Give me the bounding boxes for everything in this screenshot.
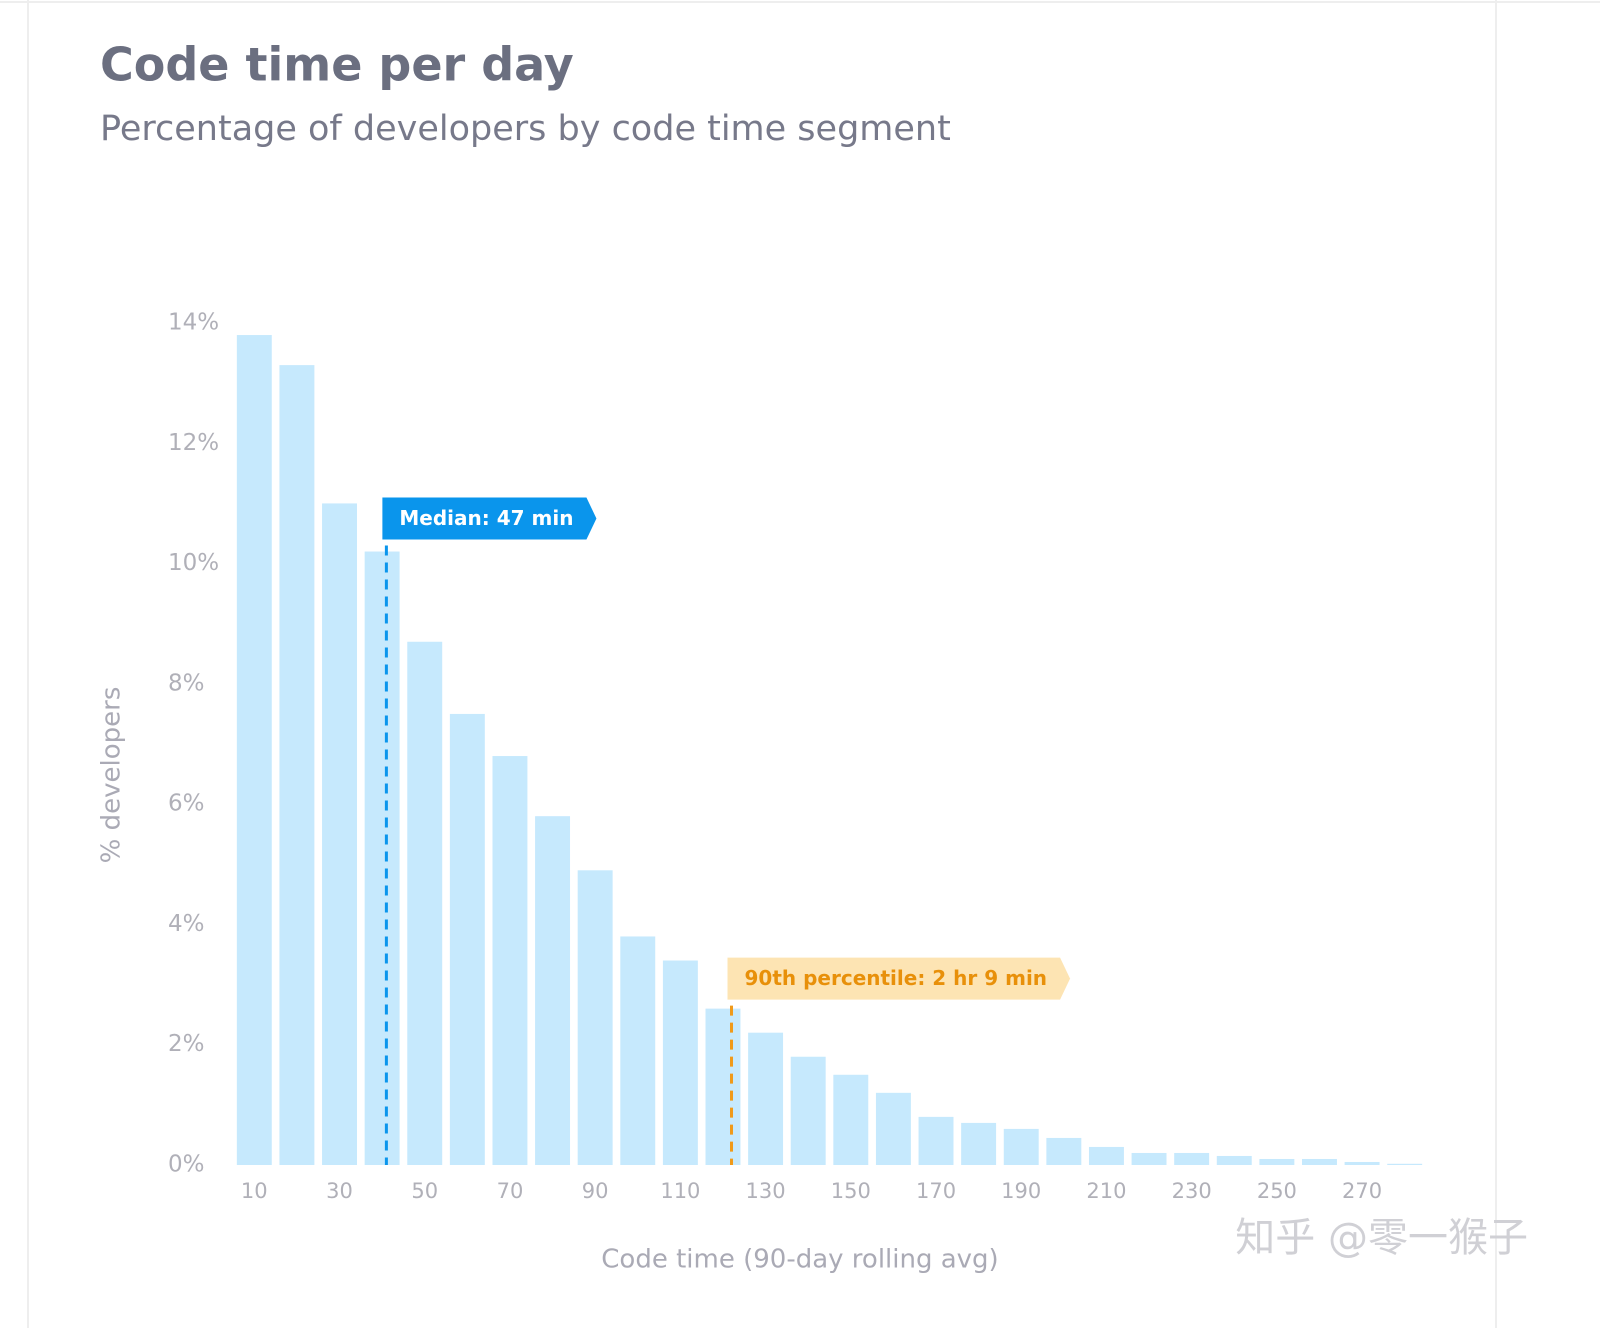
bar [279,365,315,1166]
bar [875,1092,911,1165]
bar [748,1032,784,1165]
chart-title: Code time per day [100,38,574,92]
annotation-box [382,497,597,540]
x-tick-label: 30 [326,1179,353,1203]
bar [705,1008,741,1165]
bar [1302,1158,1337,1165]
watermark: 知乎 @零一猴子 [1235,1215,1528,1261]
y-tick-label: 6% [168,791,205,817]
y-tick-label: 14% [168,310,219,336]
bar [236,335,272,1165]
x-tick-label: 50 [411,1179,438,1203]
x-tick-label: 170 [916,1179,956,1203]
x-tick-label: 10 [241,1179,268,1203]
y-tick-label: 4% [168,911,205,937]
y-tick-label: 10% [168,550,219,576]
bar [620,936,656,1165]
annotation-label: 90th percentile: 2 hr 9 min [745,966,1048,990]
annotation-box [727,957,1071,1000]
y-tick-label: 8% [168,670,205,696]
bar [790,1056,826,1165]
x-tick-label: 250 [1257,1179,1297,1203]
bar [833,1074,869,1165]
y-tick-label: 12% [168,430,219,456]
bar [961,1122,997,1165]
bar [407,641,443,1165]
bar [1387,1163,1423,1165]
x-tick-label: 210 [1086,1179,1126,1203]
x-tick-label: 90 [582,1179,609,1203]
bar [535,816,571,1165]
bar [1046,1137,1082,1165]
y-axis-title: % developers [97,687,127,864]
bar [364,551,400,1165]
bar [1131,1152,1167,1165]
x-tick-label: 150 [831,1179,871,1203]
x-tick-label: 190 [1001,1179,1041,1203]
bar [918,1116,954,1165]
bar [1174,1152,1210,1165]
bar [1216,1155,1252,1165]
bar [1003,1128,1039,1165]
x-axis-title: Code time (90-day rolling avg) [601,1245,998,1275]
bar [1344,1161,1380,1165]
x-tick-label: 270 [1342,1179,1382,1203]
bar [449,713,485,1165]
y-tick-label: 0% [168,1152,205,1178]
x-tick-label: 230 [1172,1179,1212,1203]
bar [492,756,528,1165]
y-tick-label: 2% [168,1031,205,1057]
annotation-label: Median: 47 min [399,506,573,530]
x-tick-label: 110 [660,1179,700,1203]
bar [1259,1158,1295,1165]
x-tick-label: 130 [746,1179,786,1203]
bar [577,870,613,1165]
bar [322,503,357,1165]
x-tick-label: 70 [497,1179,524,1203]
bar [1088,1146,1124,1165]
chart-subtitle: Percentage of developers by code time se… [100,109,951,149]
bar [662,960,698,1165]
